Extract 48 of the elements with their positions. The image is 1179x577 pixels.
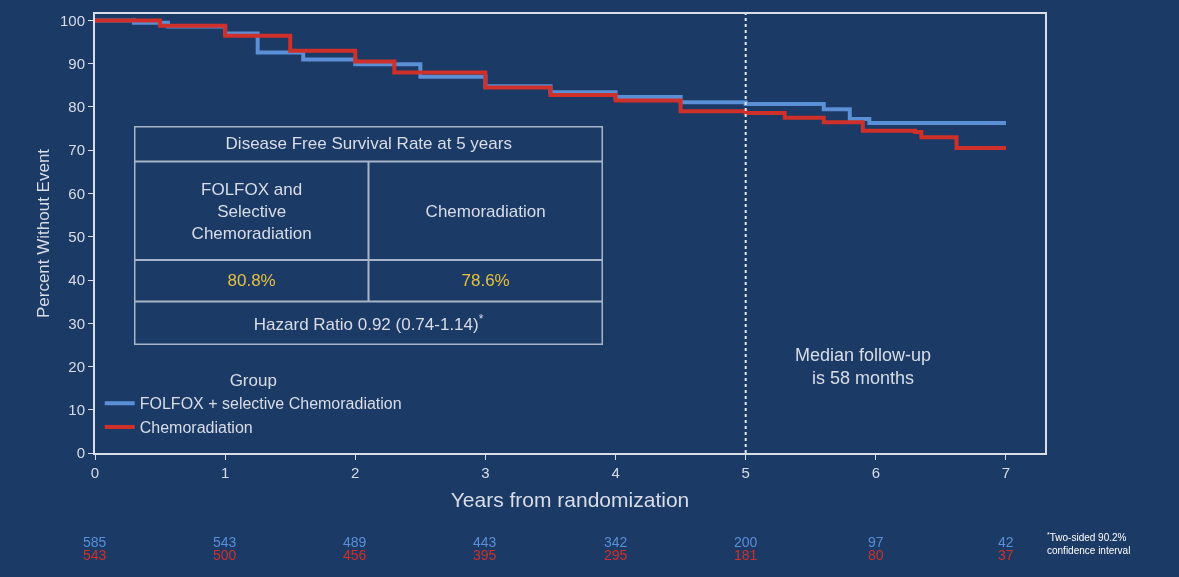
annotation: 80.8% <box>227 270 276 290</box>
annotation: Hazard Ratio 0.92 (0.74-1.14)$^{*}$ <box>253 312 484 335</box>
text: 500 <box>213 547 237 563</box>
x-tick-label: 3 <box>481 464 490 481</box>
x-tick-label: 1 <box>220 464 230 481</box>
legend-label: Chemoradiation <box>139 419 253 437</box>
legend-title: Group <box>229 371 277 391</box>
y-tick-label: 40 <box>68 271 85 289</box>
x-tick-label: 7 <box>1001 464 1011 481</box>
text: 456 <box>343 547 367 563</box>
y-tick-label: 50 <box>68 227 85 245</box>
y-tick-label: 20 <box>68 357 85 375</box>
text: 543 <box>83 547 107 563</box>
x-tick-label: 4 <box>611 464 620 481</box>
annotation: 78.6% <box>461 270 510 290</box>
text: 181 <box>734 547 758 563</box>
y-tick-label: 80 <box>68 98 85 116</box>
text: 295 <box>604 547 628 563</box>
y-tick-label: 100 <box>59 11 85 29</box>
text: 342 <box>604 534 628 550</box>
legend-label: FOLFOX + selective Chemoradiation <box>139 395 402 413</box>
text: $^{*}$Two-sided 90.2% confidence interval <box>1047 531 1131 557</box>
y-tick-label: 90 <box>68 54 85 72</box>
text: 42 <box>998 534 1014 550</box>
y-tick-label: 0 <box>76 444 85 462</box>
text: 200 <box>734 534 758 550</box>
annotation: FOLFOX and Selective Chemoradiation <box>191 179 312 243</box>
x-tick-label: 6 <box>871 464 880 481</box>
x-axis-title: Years from randomization <box>450 487 690 511</box>
text: 585 <box>83 534 107 550</box>
text: 80 <box>868 547 884 563</box>
text: 489 <box>343 534 367 550</box>
x-tick-label: 0 <box>90 464 100 481</box>
annotation: Disease Free Survival Rate at 5 years <box>225 134 512 154</box>
y-tick-label: 70 <box>68 141 85 159</box>
y-tick-label: 60 <box>68 184 85 202</box>
text: 395 <box>473 547 497 563</box>
x-tick-label: 5 <box>741 464 750 481</box>
text: 97 <box>868 534 884 550</box>
annotation: Median follow-up is 58 months <box>795 345 932 389</box>
y-tick-label: 10 <box>68 401 85 418</box>
text: 543 <box>213 534 237 550</box>
y-axis-title: Percent Without Event <box>34 148 54 319</box>
annotation: Chemoradiation <box>425 201 546 221</box>
y-tick-label: 30 <box>68 314 85 332</box>
x-tick-label: 2 <box>351 464 360 481</box>
text: 37 <box>998 547 1014 563</box>
text: 443 <box>473 534 497 550</box>
